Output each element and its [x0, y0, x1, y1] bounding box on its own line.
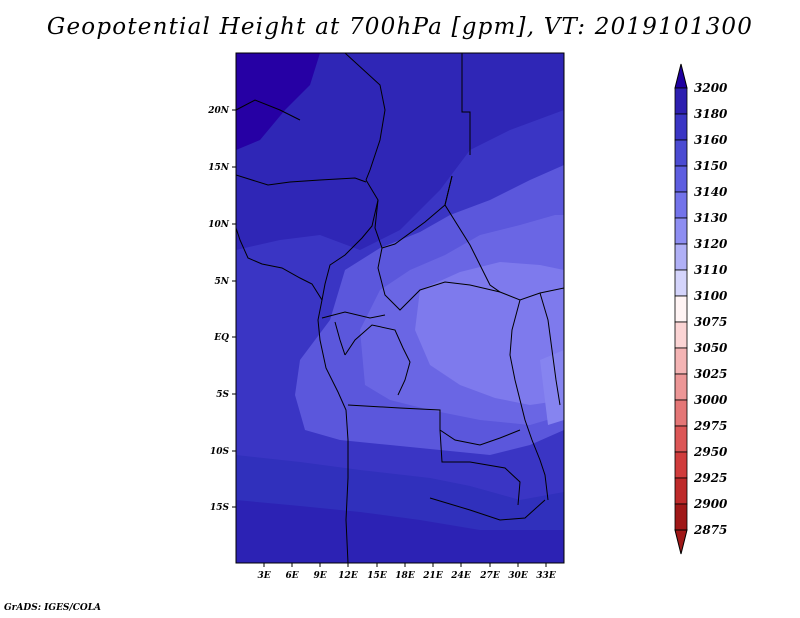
- colorbar-segment: [674, 191, 688, 219]
- lon-label: 30E: [508, 571, 528, 581]
- lat-label: EQ: [213, 333, 229, 343]
- colorbar: 3200 3180 3160 3150 3140 3130 3120 3110 3100 3075…: [674, 63, 728, 555]
- colorbar-segment: [674, 243, 688, 271]
- colorbar-arrow-top: [674, 63, 688, 89]
- colorbar-label: 2900: [693, 497, 728, 511]
- lon-label: 24E: [450, 571, 471, 581]
- border-gabon: [334, 321, 346, 356]
- border-drc-angola: [347, 404, 521, 446]
- lon-label: 21E: [422, 571, 443, 581]
- colorbar-segment: [674, 113, 688, 141]
- border-niger-mali: [236, 99, 301, 121]
- border-libya-egypt: [461, 53, 471, 155]
- colorbar-segment: [674, 139, 688, 167]
- lat-label: 20N: [207, 106, 230, 116]
- border-libya-chad-north: [344, 53, 386, 181]
- lon-label: 6E: [285, 571, 298, 581]
- colorbar-segment: [674, 217, 688, 245]
- coastline-west: [236, 227, 349, 563]
- colorbar-label: 3150: [694, 159, 728, 173]
- colorbar-label: 3050: [694, 341, 728, 355]
- colorbar-label: 3130: [694, 211, 728, 225]
- border-zambia-south: [429, 497, 546, 521]
- map-frame: [235, 52, 565, 564]
- border-cameroon-south: [321, 311, 386, 319]
- colorbar-segment: [674, 399, 688, 427]
- colorbar-segment: [674, 165, 688, 193]
- lat-label: 10N: [208, 220, 230, 230]
- colorbar-segment: [674, 451, 688, 479]
- border-sudan-chad: [365, 175, 453, 249]
- colorbar-segment: [674, 373, 688, 401]
- colorbar-label: 3075: [694, 315, 727, 329]
- colorbar-segment: [674, 477, 688, 505]
- colorbar-segment: [674, 321, 688, 349]
- lat-label: 10S: [210, 447, 230, 457]
- colorbar-label: 3180: [694, 107, 728, 121]
- border-congo: [344, 324, 411, 396]
- colorbar-segment: [674, 269, 688, 297]
- colorbar-label: 3000: [694, 393, 728, 407]
- map-panel: [236, 53, 564, 563]
- border-east: [539, 292, 561, 406]
- border-car-north: [377, 247, 501, 311]
- lon-label: 27E: [479, 571, 500, 581]
- colorbar-segment: [674, 347, 688, 375]
- field-band-north: [236, 53, 564, 250]
- lon-label: 18E: [395, 571, 415, 581]
- lat-label: 5N: [215, 277, 230, 287]
- colorbar-label: 3200: [694, 81, 728, 95]
- lon-axis: 3E 6E 9E 12E 15E 18E 21E 24E 27E 30E 33E: [257, 563, 556, 581]
- colorbar-label: 2950: [693, 445, 728, 459]
- chart-title: Geopotential Height at 700hPa [gpm], VT:…: [46, 14, 754, 40]
- colorbar-segment: [674, 503, 688, 531]
- lat-label: 5S: [216, 390, 229, 400]
- border-niger-nigeria: [236, 174, 367, 186]
- field-3180-nw: [236, 53, 320, 150]
- colorbar-segment: [674, 295, 688, 323]
- grads-credit: GrADS: IGES/COLA: [4, 603, 102, 613]
- lon-label: 15E: [367, 571, 387, 581]
- border-nigeria-cameroon: [321, 199, 379, 301]
- lat-label: 15S: [210, 503, 230, 513]
- colorbar-label: 3110: [694, 263, 728, 277]
- border-great-lakes: [509, 299, 549, 501]
- lon-label: 33E: [536, 571, 556, 581]
- colorbar-label: 3140: [694, 185, 728, 199]
- colorbar-label: 2875: [693, 523, 727, 537]
- border-angola-zambia: [439, 429, 521, 506]
- border-sudan-south: [444, 175, 564, 301]
- colorbar-arrow-bottom: [674, 529, 688, 555]
- lon-label: 9E: [313, 571, 326, 581]
- lon-label: 3E: [257, 571, 270, 581]
- colorbar-segment: [674, 425, 688, 453]
- colorbar-label: 2925: [693, 471, 727, 485]
- lon-label: 12E: [338, 571, 358, 581]
- lat-axis: 20N 15N 10N 5N EQ 5S 10S 15S: [207, 106, 236, 513]
- colorbar-segment: [674, 87, 688, 115]
- field-3120-east: [540, 350, 564, 425]
- lat-label: 15N: [208, 163, 230, 173]
- colorbar-label: 3120: [694, 237, 728, 251]
- field-band-south-deep: [236, 500, 564, 563]
- colorbar-label: 3100: [694, 289, 728, 303]
- boundaries: [236, 53, 564, 563]
- colorbar-label: 2975: [693, 419, 727, 433]
- colorbar-label: 3160: [694, 133, 728, 147]
- colorbar-label: 3025: [694, 367, 727, 381]
